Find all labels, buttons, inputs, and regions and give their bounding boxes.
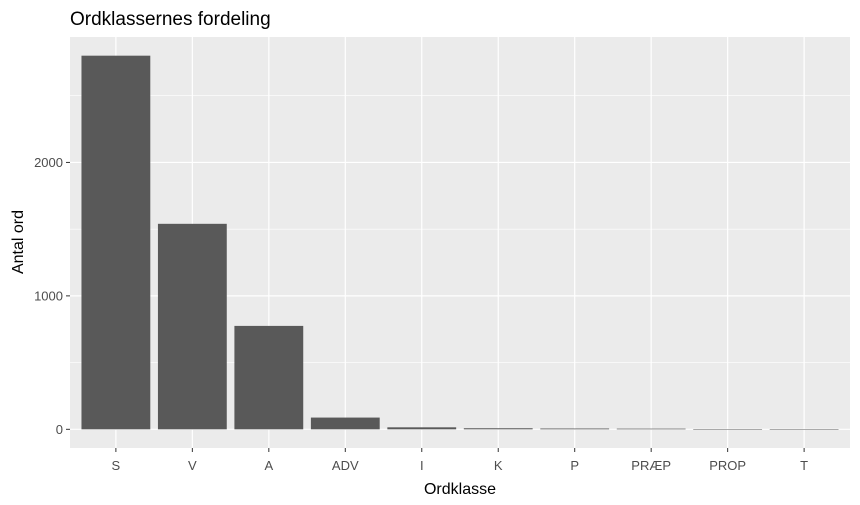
x-tick-label: A xyxy=(264,458,273,473)
bar-v xyxy=(157,223,227,430)
y-axis-title: Antal ord xyxy=(10,210,27,274)
y-tick-label: 1000 xyxy=(34,288,63,303)
x-tick-label: P xyxy=(570,458,579,473)
bar-s xyxy=(81,55,151,430)
x-tick-label: V xyxy=(188,458,197,473)
x-tick-label: T xyxy=(800,458,808,473)
bar-præp xyxy=(616,428,686,430)
grid-lines xyxy=(70,37,850,448)
y-axis-ticks: 0 1000 2000 xyxy=(34,155,70,437)
y-tick-label: 2000 xyxy=(34,155,63,170)
x-tick-label: ADV xyxy=(332,458,359,473)
bar-p xyxy=(540,428,610,430)
x-tick-label: S xyxy=(112,458,121,473)
bar-prop xyxy=(693,429,763,430)
bars xyxy=(81,55,839,430)
bar-k xyxy=(463,428,533,430)
x-axis-title: Ordklasse xyxy=(424,481,496,498)
bar-a xyxy=(234,325,304,430)
bar-i xyxy=(387,427,457,430)
x-tick-label: PROP xyxy=(709,458,746,473)
x-axis-ticks: S V A ADV I K P PRÆP PROP T xyxy=(112,448,808,473)
x-tick-label: PRÆP xyxy=(631,458,671,473)
bar-adv xyxy=(310,417,380,430)
bar-t xyxy=(769,429,839,430)
x-tick-label: K xyxy=(494,458,503,473)
chart-title: Ordklassernes fordeling xyxy=(70,9,271,30)
y-tick-label: 0 xyxy=(56,422,63,437)
x-tick-label: I xyxy=(420,458,424,473)
